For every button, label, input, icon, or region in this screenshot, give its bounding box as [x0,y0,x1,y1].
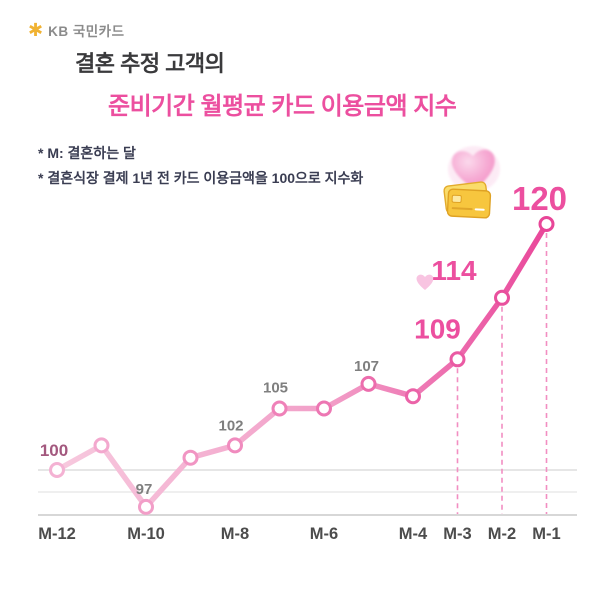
point-label-M-1: 120 [512,180,567,217]
data-point-M-4 [405,388,421,405]
point-label-M-8: 102 [218,417,243,434]
x-axis-label-M-12: M-12 [38,525,76,543]
kb-logo-text: KB 국민카드 [48,24,125,39]
trend-line [54,221,550,510]
x-axis-label-M-1: M-1 [532,525,560,543]
point-label-M-7: 105 [263,380,288,397]
point-label-M-10: 97 [136,481,153,498]
data-point-M-6 [316,400,332,417]
page-title-line1: 결혼 추정 고객의 [75,51,225,76]
page-title-line2: 준비기간 월평균 카드 이용금액 지수 [108,93,457,120]
data-point-M-10 [138,498,154,515]
point-label-M-12: 100 [40,441,68,460]
data-point-M-12 [49,462,65,478]
x-axis-label-M-3: M-3 [443,525,471,543]
data-point-M-7 [271,400,288,417]
kb-logo: ✱ KB 국민카드 [28,20,125,40]
data-point-M-5 [360,375,377,392]
data-point-M-11 [93,437,110,454]
data-point-M-8 [227,437,243,454]
data-point-M-9 [182,449,199,466]
card-usage-index-line-chart: 100 97 102 105 107 109 114 120 M-12 M-10 M-8 M-6 M-4… [38,180,577,543]
data-point-M-3 [449,351,466,368]
data-point-M-2 [494,289,510,306]
x-axis-label-M-4: M-4 [399,525,428,543]
data-point-M-1 [538,216,555,232]
footnote-1: * M: 결혼하는 달 [38,145,136,161]
point-label-M-3: 109 [414,313,461,344]
footnote-2: * 결혼식장 결제 1년 전 카드 이용금액을 100으로 지수화 [38,170,364,186]
point-label-M-2: 114 [431,255,477,286]
x-axis-label-M-2: M-2 [488,525,516,543]
kb-star-icon: ✱ [28,20,44,40]
x-axis-label-M-6: M-6 [310,525,338,543]
x-axis-label-M-8: M-8 [221,525,249,543]
x-axis-label-M-10: M-10 [127,525,165,543]
point-label-M-5: 107 [354,358,379,375]
